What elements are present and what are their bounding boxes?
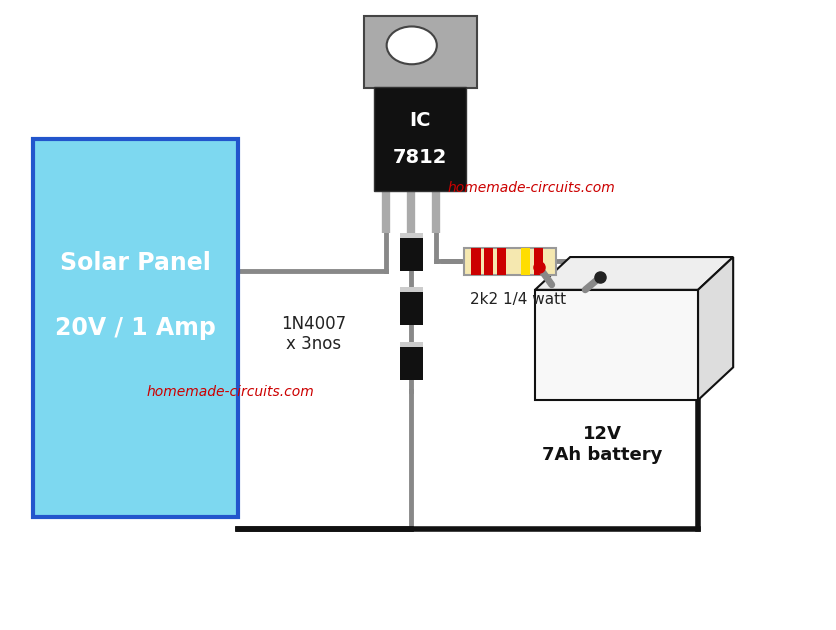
Bar — [464, 248, 556, 275]
Text: 7812: 7812 — [392, 148, 447, 167]
Bar — [364, 16, 477, 88]
Bar — [535, 290, 698, 400]
Bar — [484, 248, 493, 275]
Bar — [472, 248, 481, 275]
Bar — [521, 248, 530, 275]
Text: 2k2 1/4 watt: 2k2 1/4 watt — [471, 292, 566, 307]
Bar — [534, 248, 543, 275]
Text: IC: IC — [409, 111, 431, 130]
Bar — [400, 342, 423, 347]
Bar — [400, 233, 423, 271]
Text: 1N4007
x 3nos: 1N4007 x 3nos — [281, 314, 346, 353]
Polygon shape — [535, 257, 733, 290]
Text: homemade-circuits.com: homemade-circuits.com — [447, 181, 615, 195]
Bar — [400, 287, 423, 325]
Bar — [400, 342, 423, 380]
Text: 12V
7Ah battery: 12V 7Ah battery — [542, 425, 662, 464]
Bar — [400, 287, 423, 292]
Circle shape — [386, 26, 436, 64]
Bar — [33, 139, 238, 517]
Text: Solar Panel: Solar Panel — [60, 251, 212, 275]
Bar — [400, 233, 423, 238]
Polygon shape — [698, 257, 733, 400]
Bar — [497, 248, 507, 275]
Text: homemade-circuits.com: homemade-circuits.com — [146, 385, 314, 399]
Text: 20V / 1 Amp: 20V / 1 Amp — [55, 316, 217, 340]
Bar — [374, 87, 466, 191]
